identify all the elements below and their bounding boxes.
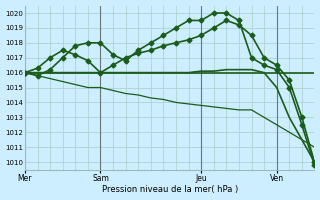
X-axis label: Pression niveau de la mer( hPa ): Pression niveau de la mer( hPa )	[101, 185, 238, 194]
